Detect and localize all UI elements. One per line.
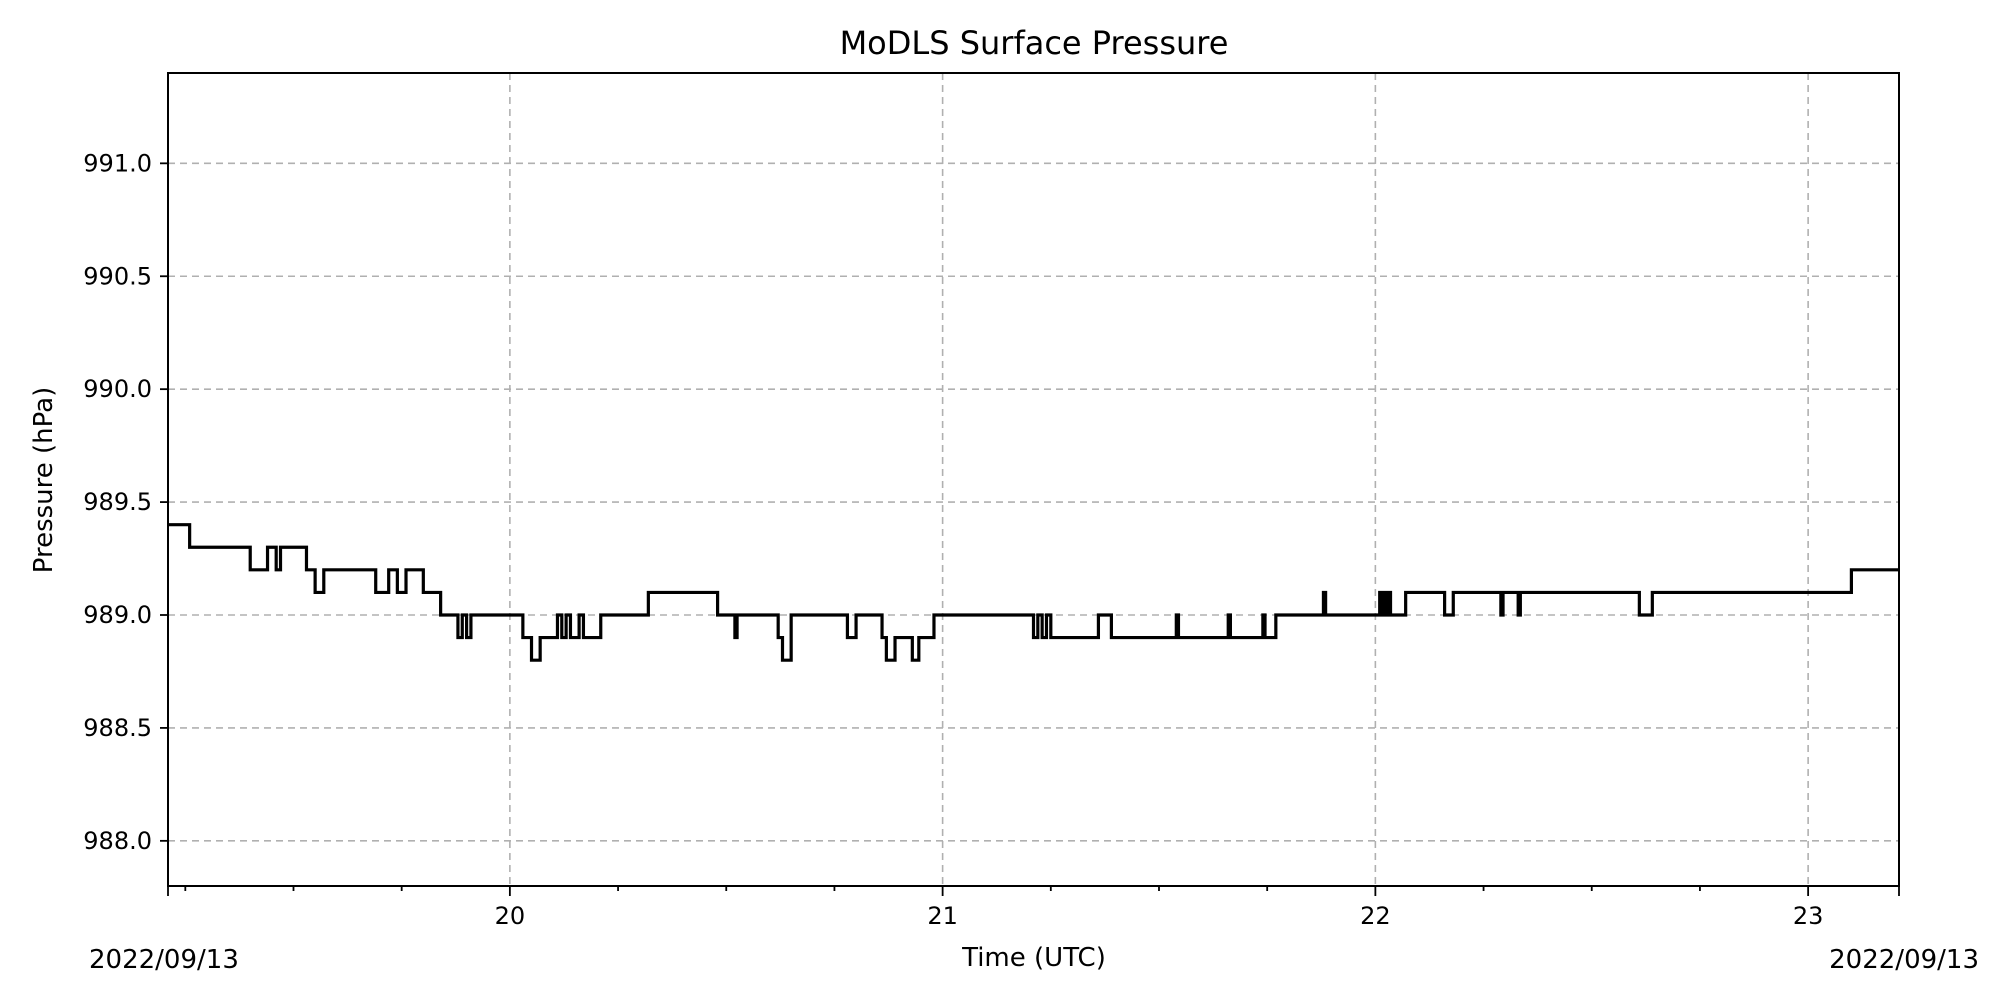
y-axis-label: Pressure (hPa) xyxy=(29,387,59,574)
date-label-right: 2022/09/13 xyxy=(1829,945,1979,975)
y-tick-label: 989.5 xyxy=(83,488,152,516)
y-tick-label: 990.5 xyxy=(83,262,152,290)
x-tick-label: 21 xyxy=(927,902,958,930)
date-label-left: 2022/09/13 xyxy=(89,945,239,975)
x-tick-label: 20 xyxy=(495,902,526,930)
series-layer xyxy=(168,523,1899,662)
chart-title: MoDLS Surface Pressure xyxy=(840,24,1229,62)
y-tick-label: 990.0 xyxy=(83,375,152,403)
x-tick-label: 23 xyxy=(1793,902,1824,930)
y-tick-label: 989.0 xyxy=(83,601,152,629)
x-tick-label: 22 xyxy=(1360,902,1391,930)
plot-frame xyxy=(167,72,1900,887)
y-tick-label: 988.5 xyxy=(83,714,152,742)
y-tick-label: 988.0 xyxy=(83,827,152,855)
tick-layer: 988.0 988.5 989.0 989.5 990.0 990.5 991.0 20 21 2… xyxy=(83,149,1900,930)
pressure-series-line xyxy=(168,523,1899,662)
y-tick-label: 991.0 xyxy=(83,149,152,177)
x-axis-label: Time (UTC) xyxy=(961,943,1106,973)
